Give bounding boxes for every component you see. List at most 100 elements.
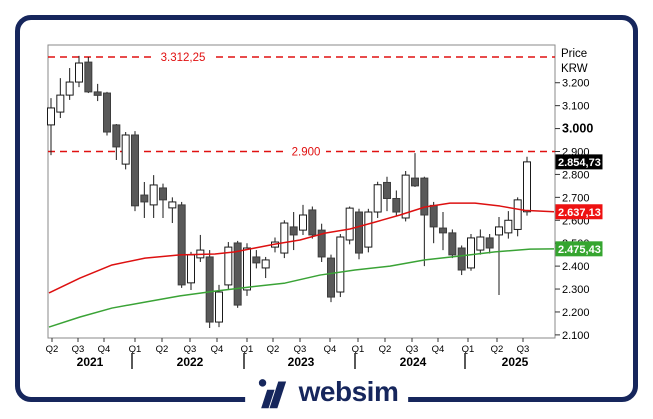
level-label-resistance-round: 2.900 bbox=[292, 147, 321, 159]
price-tag-label-ma-fast-value: 2.637,13 bbox=[558, 207, 601, 219]
candle-body-2021-06 bbox=[65, 81, 74, 96]
candle-body-2024-05 bbox=[392, 197, 401, 213]
quarter-label: Q2 bbox=[46, 344, 59, 355]
candle-body-2021-07 bbox=[75, 62, 83, 83]
price-tick-label: 3.100 bbox=[562, 101, 590, 113]
candle-body-2023-07 bbox=[299, 214, 307, 231]
price-tick-label: 2.200 bbox=[562, 307, 590, 319]
candle-body-2021-08 bbox=[84, 61, 93, 93]
year-label: 2021 bbox=[77, 355, 104, 369]
candle-body-2021-12 bbox=[121, 134, 130, 165]
candle-body-2025-03 bbox=[485, 237, 494, 249]
candle-body-2023-11 bbox=[336, 236, 345, 293]
candle-body-2025-05 bbox=[504, 219, 513, 234]
quarter-label: Q2 bbox=[379, 344, 392, 355]
quarter-label: Q2 bbox=[267, 344, 280, 355]
price-tick-label: 3.000 bbox=[562, 122, 593, 136]
candle-body-2021-04 bbox=[47, 107, 55, 126]
candle-body-2022-10 bbox=[215, 291, 223, 323]
candle-body-2024-10 bbox=[439, 227, 447, 234]
level-label-bg bbox=[153, 49, 213, 63]
candle-body-2022-11 bbox=[224, 246, 233, 286]
price-tick-label: 2.700 bbox=[562, 192, 590, 204]
websim-logo[interactable]: websim bbox=[244, 371, 409, 415]
price-axis-title: Price bbox=[561, 48, 587, 60]
price-tick-label: 2.100 bbox=[562, 330, 590, 342]
candle-body-2024-11 bbox=[448, 232, 457, 256]
quarter-label: Q4 bbox=[98, 344, 111, 355]
quarter-label: Q4 bbox=[211, 344, 224, 355]
quarter-label: Q2 bbox=[491, 344, 504, 355]
candle-body-2024-06 bbox=[401, 174, 410, 219]
quarter-label: Q4 bbox=[324, 344, 337, 355]
quarter-label: Q1 bbox=[352, 344, 365, 355]
plot-area bbox=[47, 44, 556, 339]
candle-body-2022-02 bbox=[140, 194, 149, 203]
candle-body-2023-08 bbox=[308, 209, 317, 236]
candle-body-2022-03 bbox=[149, 184, 158, 206]
candle-body-2023-10 bbox=[327, 257, 335, 298]
candle-body-2022-04 bbox=[159, 187, 167, 201]
ma-slow-line bbox=[48, 248, 555, 328]
level-label-resistance-high: 3.312,25 bbox=[161, 52, 206, 64]
candle-body-2024-04 bbox=[383, 181, 391, 199]
candle-body-2021-09 bbox=[93, 91, 102, 96]
quarter-label: Q4 bbox=[432, 344, 445, 355]
candle-body-2022-07 bbox=[187, 254, 195, 284]
candle-body-2021-05 bbox=[56, 94, 65, 113]
level-label-bg bbox=[286, 144, 326, 158]
candle-body-2023-02 bbox=[252, 256, 261, 264]
candle-body-2022-06 bbox=[177, 204, 186, 286]
candle-body-2023-03 bbox=[261, 259, 270, 269]
candle-body-2025-04 bbox=[495, 226, 503, 236]
candle-body-2022-01 bbox=[131, 134, 139, 207]
price-tag-ma-fast-value bbox=[555, 204, 603, 220]
candle-body-2022-12 bbox=[233, 242, 242, 306]
candle-body-2021-10 bbox=[103, 92, 111, 133]
year-label: 2025 bbox=[502, 355, 529, 369]
quarter-label: Q1 bbox=[241, 344, 254, 355]
price-tag-ma-slow-value bbox=[555, 241, 603, 257]
price-tag-last-close bbox=[555, 154, 603, 170]
year-label: 2023 bbox=[288, 355, 315, 369]
candle-body-2022-09 bbox=[205, 256, 214, 323]
quarter-label: Q1 bbox=[462, 344, 475, 355]
price-tick-label: 2.800 bbox=[562, 169, 590, 181]
candle-body-2025-06 bbox=[513, 199, 522, 230]
candle-body-2023-09 bbox=[317, 229, 326, 258]
candle-body-2024-12 bbox=[457, 247, 466, 271]
quarter-label: Q2 bbox=[156, 344, 169, 355]
candle-body-2023-06 bbox=[289, 226, 298, 236]
quarter-label: Q3 bbox=[184, 344, 197, 355]
candle-body-2024-03 bbox=[373, 184, 382, 213]
candle-body-2024-02 bbox=[364, 211, 373, 248]
candle-body-2021-11 bbox=[112, 124, 121, 148]
websim-w-icon bbox=[258, 378, 286, 408]
candle-body-2025-02 bbox=[476, 236, 485, 251]
year-label: 2022 bbox=[177, 355, 204, 369]
price-tag-label-last-close: 2.854,73 bbox=[558, 157, 601, 169]
quarter-label: Q3 bbox=[294, 344, 307, 355]
quarter-label: Q3 bbox=[72, 344, 85, 355]
quarter-label: Q3 bbox=[517, 344, 530, 355]
year-label: 2024 bbox=[400, 355, 427, 369]
candle-body-2023-12 bbox=[345, 207, 354, 241]
candle-body-2023-01 bbox=[243, 247, 251, 291]
candle-body-2024-08 bbox=[420, 177, 429, 216]
price-tick-label: 3.200 bbox=[562, 78, 590, 90]
websim-wordmark: websim bbox=[298, 375, 399, 407]
price-tick-label: 2.300 bbox=[562, 284, 590, 296]
quarter-label: Q1 bbox=[129, 344, 142, 355]
price-tick-label: 2.400 bbox=[562, 261, 590, 273]
candle-body-2023-05 bbox=[280, 222, 289, 254]
price-axis-currency: KRW bbox=[561, 63, 588, 75]
price-tag-label-ma-slow-value: 2.475,43 bbox=[558, 244, 601, 256]
candle-body-2024-09 bbox=[429, 204, 438, 228]
candle-body-2025-07 bbox=[523, 161, 531, 213]
candle-body-2024-07 bbox=[411, 177, 419, 187]
candle-body-2022-05 bbox=[168, 201, 177, 209]
quarter-label: Q3 bbox=[406, 344, 419, 355]
ma-fast-line bbox=[48, 202, 555, 294]
